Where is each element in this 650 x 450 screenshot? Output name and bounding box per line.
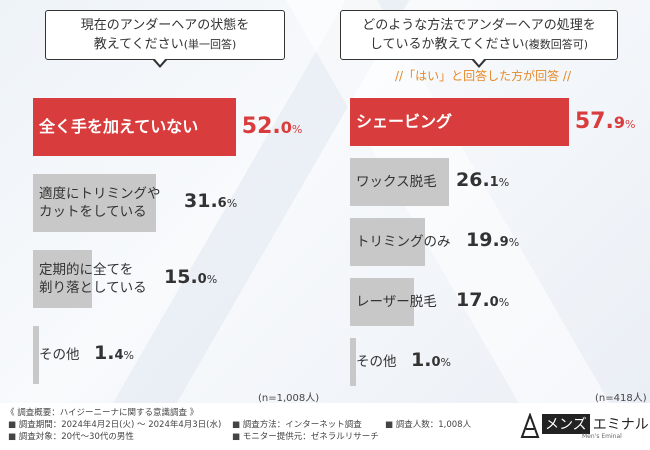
left-value-integer-1: 31. xyxy=(184,190,218,212)
left-value-label-0: 52.0% xyxy=(242,114,303,139)
left-category-label-0: 全く手を加えていない xyxy=(39,117,198,137)
right-sample-size: (n=418人) xyxy=(595,393,647,404)
right-question-line1: どのような方法でアンダーヘアの処理を xyxy=(362,18,596,33)
left-category-line-3-0: その他 xyxy=(39,347,80,363)
right-value-integer-0: 57. xyxy=(574,109,614,134)
left-value-integer-0: 52. xyxy=(241,114,281,139)
left-bar-1 xyxy=(33,174,157,232)
right-value-unit-1: % xyxy=(498,176,510,189)
left-value-unit-0: % xyxy=(291,123,303,136)
right-value-decimal-3: 0 xyxy=(489,295,499,310)
left-value-label-3: 1.4% xyxy=(94,342,134,364)
left-question-line2: 教えてください xyxy=(93,37,184,52)
right-category-line-1-0: ワックス脱毛 xyxy=(356,174,437,190)
survey-footer: 《 調査概要：ハイジーニーナに関する意識調査 》 ■ 調査期間：2024年4月2… xyxy=(0,403,650,450)
right-value-integer-2: 19. xyxy=(466,229,500,251)
left-category-label-1: 適度にトリミングや カットをしている xyxy=(39,185,161,221)
left-value-label-2: 15.0% xyxy=(164,266,217,288)
left-value-label-1: 31.6% xyxy=(184,190,237,212)
right-value-unit-4: % xyxy=(440,356,451,369)
right-bar-2 xyxy=(350,218,426,266)
left-question-line1: 現在のアンダーヘアの状態を xyxy=(80,18,250,33)
left-value-unit-3: % xyxy=(123,349,134,362)
right-bar-3 xyxy=(350,278,415,326)
right-bar-0 xyxy=(350,98,569,146)
right-value-label-2: 19.9% xyxy=(466,229,519,251)
right-category-label-2: トリミングのみ xyxy=(356,233,451,251)
left-question-suffix: (単一回答) xyxy=(183,38,237,51)
right-chart-note: //「はい」と回答した方が回答 // xyxy=(395,69,571,83)
right-bar-1 xyxy=(350,158,449,206)
right-category-label-4: その他 xyxy=(356,353,397,371)
right-value-unit-2: % xyxy=(508,236,520,249)
left-category-line-2-0: 定期的に全てを xyxy=(39,262,134,278)
right-value-label-4: 1.0% xyxy=(411,349,451,371)
left-value-decimal-3: 4 xyxy=(114,348,124,363)
left-category-line-0-0: 全く手を加えていない xyxy=(39,117,199,136)
right-category-label-1: ワックス脱毛 xyxy=(356,173,437,191)
right-value-label-0: 57.9% xyxy=(575,109,636,134)
left-value-decimal-1: 6 xyxy=(217,196,227,211)
right-value-integer-1: 26. xyxy=(456,169,490,191)
left-sample-size: (n=1,008人) xyxy=(258,393,320,404)
right-value-integer-4: 1. xyxy=(411,349,432,371)
left-bar-3 xyxy=(33,326,39,384)
survey-target: ■ 調査対象：20代〜30代の男性 xyxy=(8,432,134,442)
right-category-line-4-0: その他 xyxy=(356,354,397,370)
left-value-unit-1: % xyxy=(226,197,238,210)
right-value-integer-3: 17. xyxy=(456,289,490,311)
logo-black-text: メンズ xyxy=(542,414,590,434)
right-value-decimal-0: 9 xyxy=(613,113,625,132)
brand-logo: メンズ エミナル Men's Eminal xyxy=(520,411,649,441)
left-bubble-tail-inner xyxy=(154,58,166,65)
left-value-decimal-2: 0 xyxy=(197,272,207,287)
right-value-decimal-4: 0 xyxy=(431,355,441,370)
right-category-label-0: シェービング xyxy=(356,112,452,132)
right-bubble-tail-inner xyxy=(473,58,485,65)
left-category-label-2: 定期的に全てを 剃り落としている xyxy=(39,261,147,297)
left-bar-0 xyxy=(33,98,236,156)
logo-sub-text: Men's Eminal xyxy=(582,433,622,440)
survey-summary: 《 調査概要：ハイジーニーナに関する意識調査 》 xyxy=(6,408,199,418)
survey-period: ■ 調査期間：2024年4月2日(火) ～ 2024年4月3日(水) xyxy=(8,420,222,430)
left-question-bubble: 現在のアンダーヘアの状態を 教えてください(単一回答) xyxy=(45,10,285,60)
right-value-unit-3: % xyxy=(498,296,510,309)
right-question-line2: しているか教えてください xyxy=(369,37,525,52)
survey-method: ■ 調査方法：インターネット調査 xyxy=(232,420,362,430)
right-bar-4 xyxy=(350,338,356,386)
right-value-unit-0: % xyxy=(624,118,636,131)
right-category-line-0-0: シェービング xyxy=(356,112,453,131)
left-value-integer-2: 15. xyxy=(164,266,198,288)
survey-count: ■ 調査人数：1,008人 xyxy=(385,420,472,430)
right-value-label-1: 26.1% xyxy=(456,169,509,191)
right-question-suffix: (複数回答可) xyxy=(524,38,589,51)
right-value-label-3: 17.0% xyxy=(456,289,509,311)
survey-provider: ■ モニター提供元：ゼネラルリサーチ xyxy=(232,432,379,442)
right-value-decimal-2: 9 xyxy=(499,235,509,250)
right-category-label-3: レーザー脱毛 xyxy=(356,293,437,311)
left-value-unit-2: % xyxy=(206,273,218,286)
right-category-line-2-0: トリミングのみ xyxy=(356,234,451,250)
logo-mark-icon xyxy=(520,413,540,438)
left-category-line-1-0: 適度にトリミングや xyxy=(39,186,161,202)
logo-main-text: エミナル xyxy=(592,417,649,433)
left-value-decimal-0: 0 xyxy=(280,118,292,137)
right-question-bubble: どのような方法でアンダーヘアの処理を しているか教えてください(複数回答可) xyxy=(340,10,618,60)
right-value-decimal-1: 1 xyxy=(489,175,499,190)
left-category-line-2-1: 剃り落としている xyxy=(39,280,147,296)
left-category-label-3: その他 xyxy=(39,346,80,364)
left-value-integer-3: 1. xyxy=(94,342,115,364)
right-category-line-3-0: レーザー脱毛 xyxy=(356,294,437,310)
left-category-line-1-1: カットをしている xyxy=(39,204,147,220)
left-bar-2 xyxy=(33,250,92,308)
